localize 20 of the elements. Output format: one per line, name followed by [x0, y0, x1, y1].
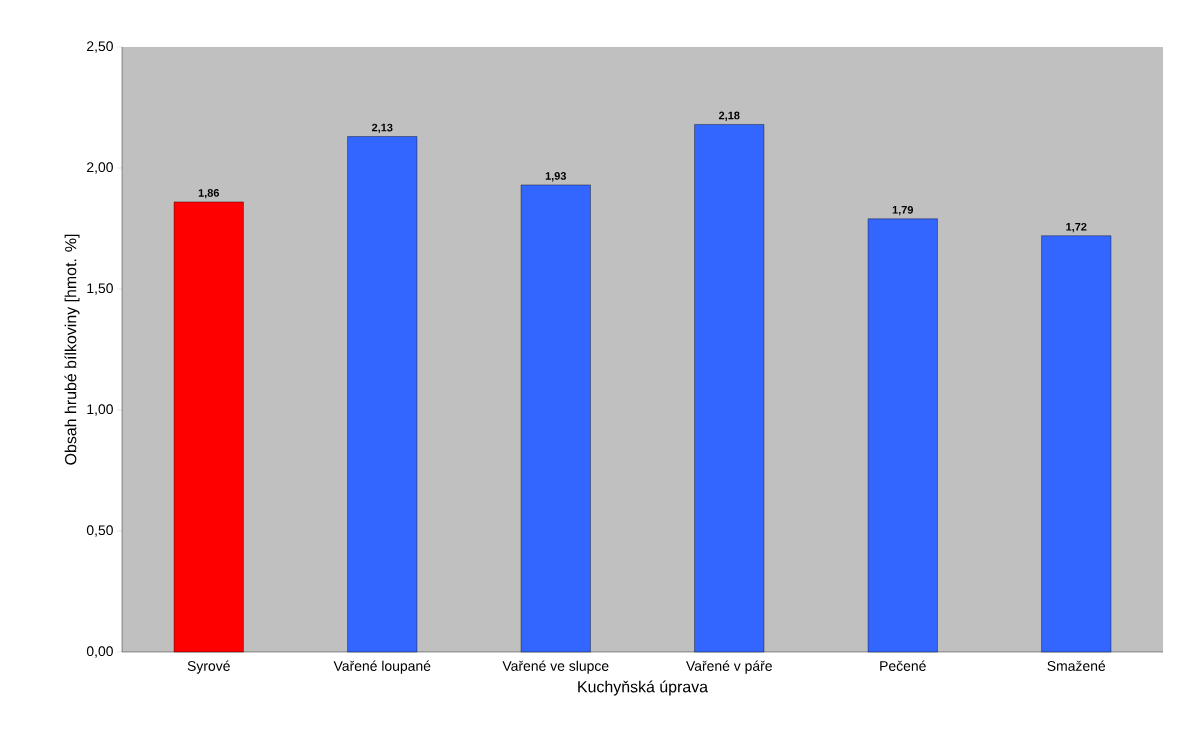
y-axis-title: Obsah hrubé bílkoviny [hmot. %] — [64, 234, 80, 465]
x-tick-label: Pečené — [880, 660, 926, 671]
data-label: 2,18 — [718, 111, 740, 121]
y-tick-label: 0,50 — [86, 525, 113, 537]
data-label: 1,79 — [892, 205, 914, 216]
data-label: 1,93 — [545, 172, 567, 182]
y-tick-label: 1,00 — [87, 404, 113, 416]
data-label: 1,86 — [198, 189, 220, 199]
x-tick-label: Smažené — [1047, 660, 1106, 671]
x-tick-label: Vařené v páře — [686, 660, 772, 674]
y-tick-label: 1,50 — [87, 283, 113, 295]
x-axis-title: Kuchyňská úprava — [578, 680, 709, 696]
x-tick-label: Vařené loupané — [333, 660, 431, 674]
y-tick-label: 2,00 — [87, 162, 113, 174]
x-tick-label: Syrové — [187, 660, 230, 674]
y-tick-label: 2,50 — [87, 41, 113, 53]
data-label: 2,13 — [371, 123, 393, 134]
x-tick-label: Vařené ve slupce — [502, 660, 609, 674]
y-tick-label: 0,00 — [86, 646, 113, 658]
data-label: 1,72 — [1066, 222, 1087, 233]
